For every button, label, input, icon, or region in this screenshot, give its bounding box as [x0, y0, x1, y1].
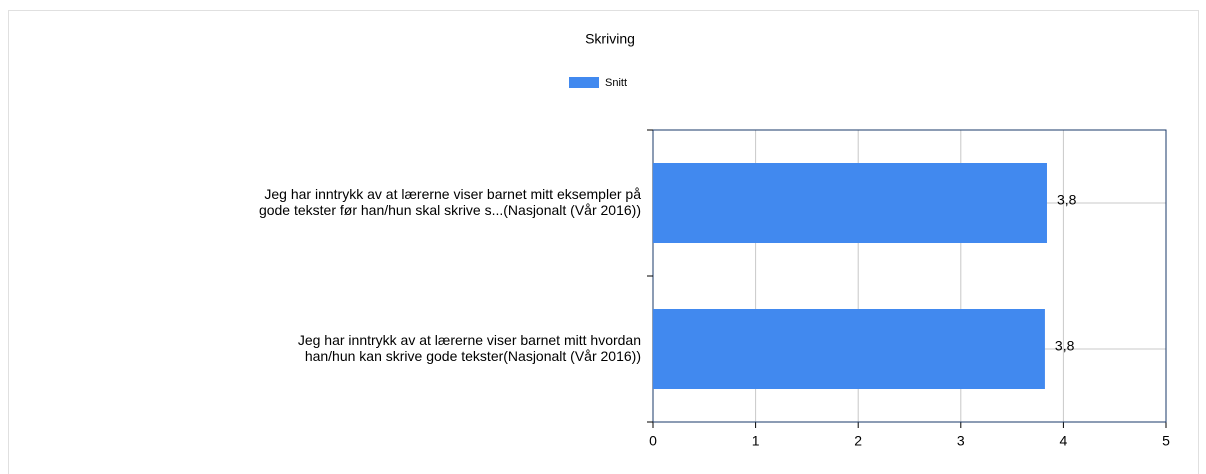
x-tick-label: 4 [1060, 433, 1068, 449]
x-tick-label: 3 [957, 433, 965, 449]
bar [653, 163, 1047, 243]
x-tick-label: 0 [649, 433, 657, 449]
data-label: 3,8 [1057, 192, 1077, 208]
x-tick-label: 1 [752, 433, 760, 449]
y-tick-label: Jeg har inntrykk av at lærerne viser bar… [259, 186, 641, 218]
legend-swatch [569, 77, 599, 88]
legend-label: Snitt [605, 77, 627, 89]
data-label: 3,8 [1055, 338, 1075, 354]
chart-title: Skriving [585, 31, 635, 47]
x-tick-label: 5 [1162, 433, 1170, 449]
y-tick-label: Jeg har inntrykk av at lærerne viser bar… [298, 332, 641, 364]
bar [653, 309, 1045, 389]
frame [8, 10, 1199, 474]
x-tick-label: 2 [854, 433, 862, 449]
